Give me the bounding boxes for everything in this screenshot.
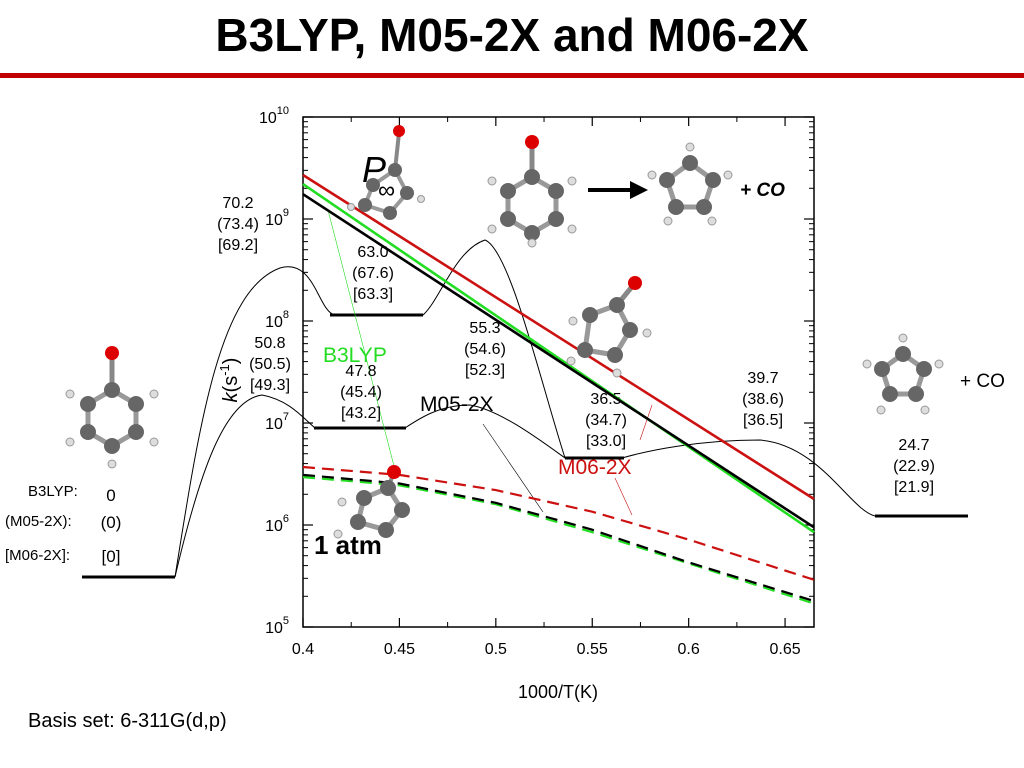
series-line-m06-2x-1atm (302, 465, 815, 581)
plot-frame (302, 116, 815, 628)
method-label-m062x: [M06-2X]: (5, 547, 70, 564)
svg-text:k(s-1): k(s-1) (217, 358, 242, 403)
energy-value: (50.5) (249, 356, 291, 373)
method-label-b3lyp: B3LYP: (28, 483, 78, 500)
series-line-m06-2x-high-pressure (302, 173, 815, 501)
y-axis-label: k(s-1) (217, 358, 242, 403)
energy-value: 63.0 (357, 244, 388, 261)
energy-value: [63.3] (353, 286, 393, 303)
energy-level-label: 55.3 (54.6) [52.3] (464, 320, 506, 379)
x-tick-label: 0.65 (770, 641, 801, 658)
reactant-energy-m062x: [0] (102, 547, 121, 566)
y-tick-label: 106 (265, 513, 289, 535)
reaction-arrow-head (630, 181, 648, 199)
energy-value: 47.8 (345, 363, 376, 380)
y-tick-label: 1010 (259, 105, 289, 127)
energy-level-label: 63.0 (67.6) [63.3] (352, 244, 394, 303)
energy-value: (73.4) (217, 216, 259, 233)
energy-value: (54.6) (464, 341, 506, 358)
cyclopentadienyl-top-molecule-icon (647, 142, 733, 226)
method-label-m052x: (M05-2X): (5, 513, 72, 530)
energy-value: 39.7 (747, 370, 778, 387)
energy-value: [49.3] (250, 377, 290, 394)
x-tick-label: 0.55 (577, 641, 608, 658)
series-line-b3lyp-high-pressure (302, 183, 815, 534)
bicyclic-intermediate-molecule-icon (566, 276, 652, 378)
one-atm-label: 1 atm (314, 530, 382, 560)
plus-co-top: + CO (740, 180, 785, 201)
plus-co-right: + CO (960, 371, 1005, 392)
energy-level-label: 36.5(34.7)[33.0] (585, 391, 627, 450)
energy-values: 70.2 (73.4) [69.2] 63.0 (67.6) [63.3] 50.8 (50.… (217, 195, 935, 496)
axis-ticks: 0.4 0.45 0.5 0.55 0.6 0.65 105 106 107 108 109 1010 (259, 105, 814, 658)
leader-line (614, 477, 633, 516)
footer-note: Basis set: 6-311G(d,p) (28, 710, 227, 732)
energy-value: 24.7 (898, 437, 929, 454)
energy-level-label: 70.2 (73.4) [69.2] (217, 195, 259, 254)
title-rule (0, 73, 1024, 78)
label-b3lyp: B3LYP (323, 344, 387, 367)
x-tick-label: 0.45 (384, 641, 415, 658)
energy-value: [21.9] (894, 479, 934, 496)
y-tick-label: 109 (265, 207, 289, 229)
energy-level-label: 50.8 (50.5) [49.3] (249, 335, 291, 394)
leader-line (327, 209, 396, 471)
leader-line (639, 404, 653, 441)
energy-value: (38.6) (742, 391, 784, 408)
energy-value: [43.2] (341, 405, 381, 422)
energy-value: [69.2] (218, 237, 258, 254)
energy-level-label: 47.8 (45.4) [43.2] (340, 363, 382, 422)
energy-level-label: 39.7 (38.6) [36.5] (742, 370, 784, 429)
energy-value: [36.5] (743, 412, 783, 429)
energy-value: (67.6) (352, 265, 394, 282)
p-infinity-subscript: ∞ (378, 177, 395, 204)
y-tick-label: 108 (265, 309, 289, 331)
slide-title: B3LYP, M05-2X and M06-2X (215, 9, 809, 61)
x-tick-label: 0.4 (292, 641, 314, 658)
reaction-path-upper (174, 239, 968, 578)
series-line-m05-2x-high-pressure (302, 193, 815, 529)
energy-value: 55.3 (469, 320, 500, 337)
label-m062x: M06-2X (558, 456, 632, 479)
reactant-energy-m052x: (0) (101, 513, 122, 532)
reactant-energy-b3lyp: 0 (106, 486, 115, 505)
x-tick-label: 0.6 (678, 641, 700, 658)
energy-value: [33.0] (586, 433, 626, 450)
energy-value: (22.9) (893, 458, 935, 475)
y-tick-label: 107 (265, 411, 289, 433)
plot-area: 0.4 0.45 0.5 0.55 0.6 0.65 105 106 107 108 109 1010… (217, 105, 815, 702)
bottom-intermediate-molecule-icon (333, 465, 410, 539)
energy-diagram: B3LYP: (M05-2X): [M06-2X]: 0 (0) [0] 70.… (5, 195, 968, 579)
bicyclic-top-molecule-icon (347, 125, 425, 220)
energy-value: 50.8 (254, 335, 285, 352)
label-m052x: M05-2X (420, 393, 494, 416)
x-axis-label: 1000/T(K) (518, 682, 598, 702)
energy-level-label: 24.7 (22.9) [21.9] (893, 437, 935, 496)
phenoxy-top-molecule-icon (487, 135, 577, 248)
energy-value: (34.7) (585, 412, 627, 429)
phenoxy-molecule-icon (65, 346, 159, 469)
y-tick-label: 105 (265, 615, 289, 637)
energy-value: [52.3] (465, 362, 505, 379)
reaction-path-lower (174, 394, 566, 578)
energy-value: (45.4) (340, 384, 382, 401)
cyclopentadienyl-right-molecule-icon (862, 333, 944, 415)
x-tick-label: 0.5 (485, 641, 507, 658)
energy-value: 70.2 (222, 195, 253, 212)
